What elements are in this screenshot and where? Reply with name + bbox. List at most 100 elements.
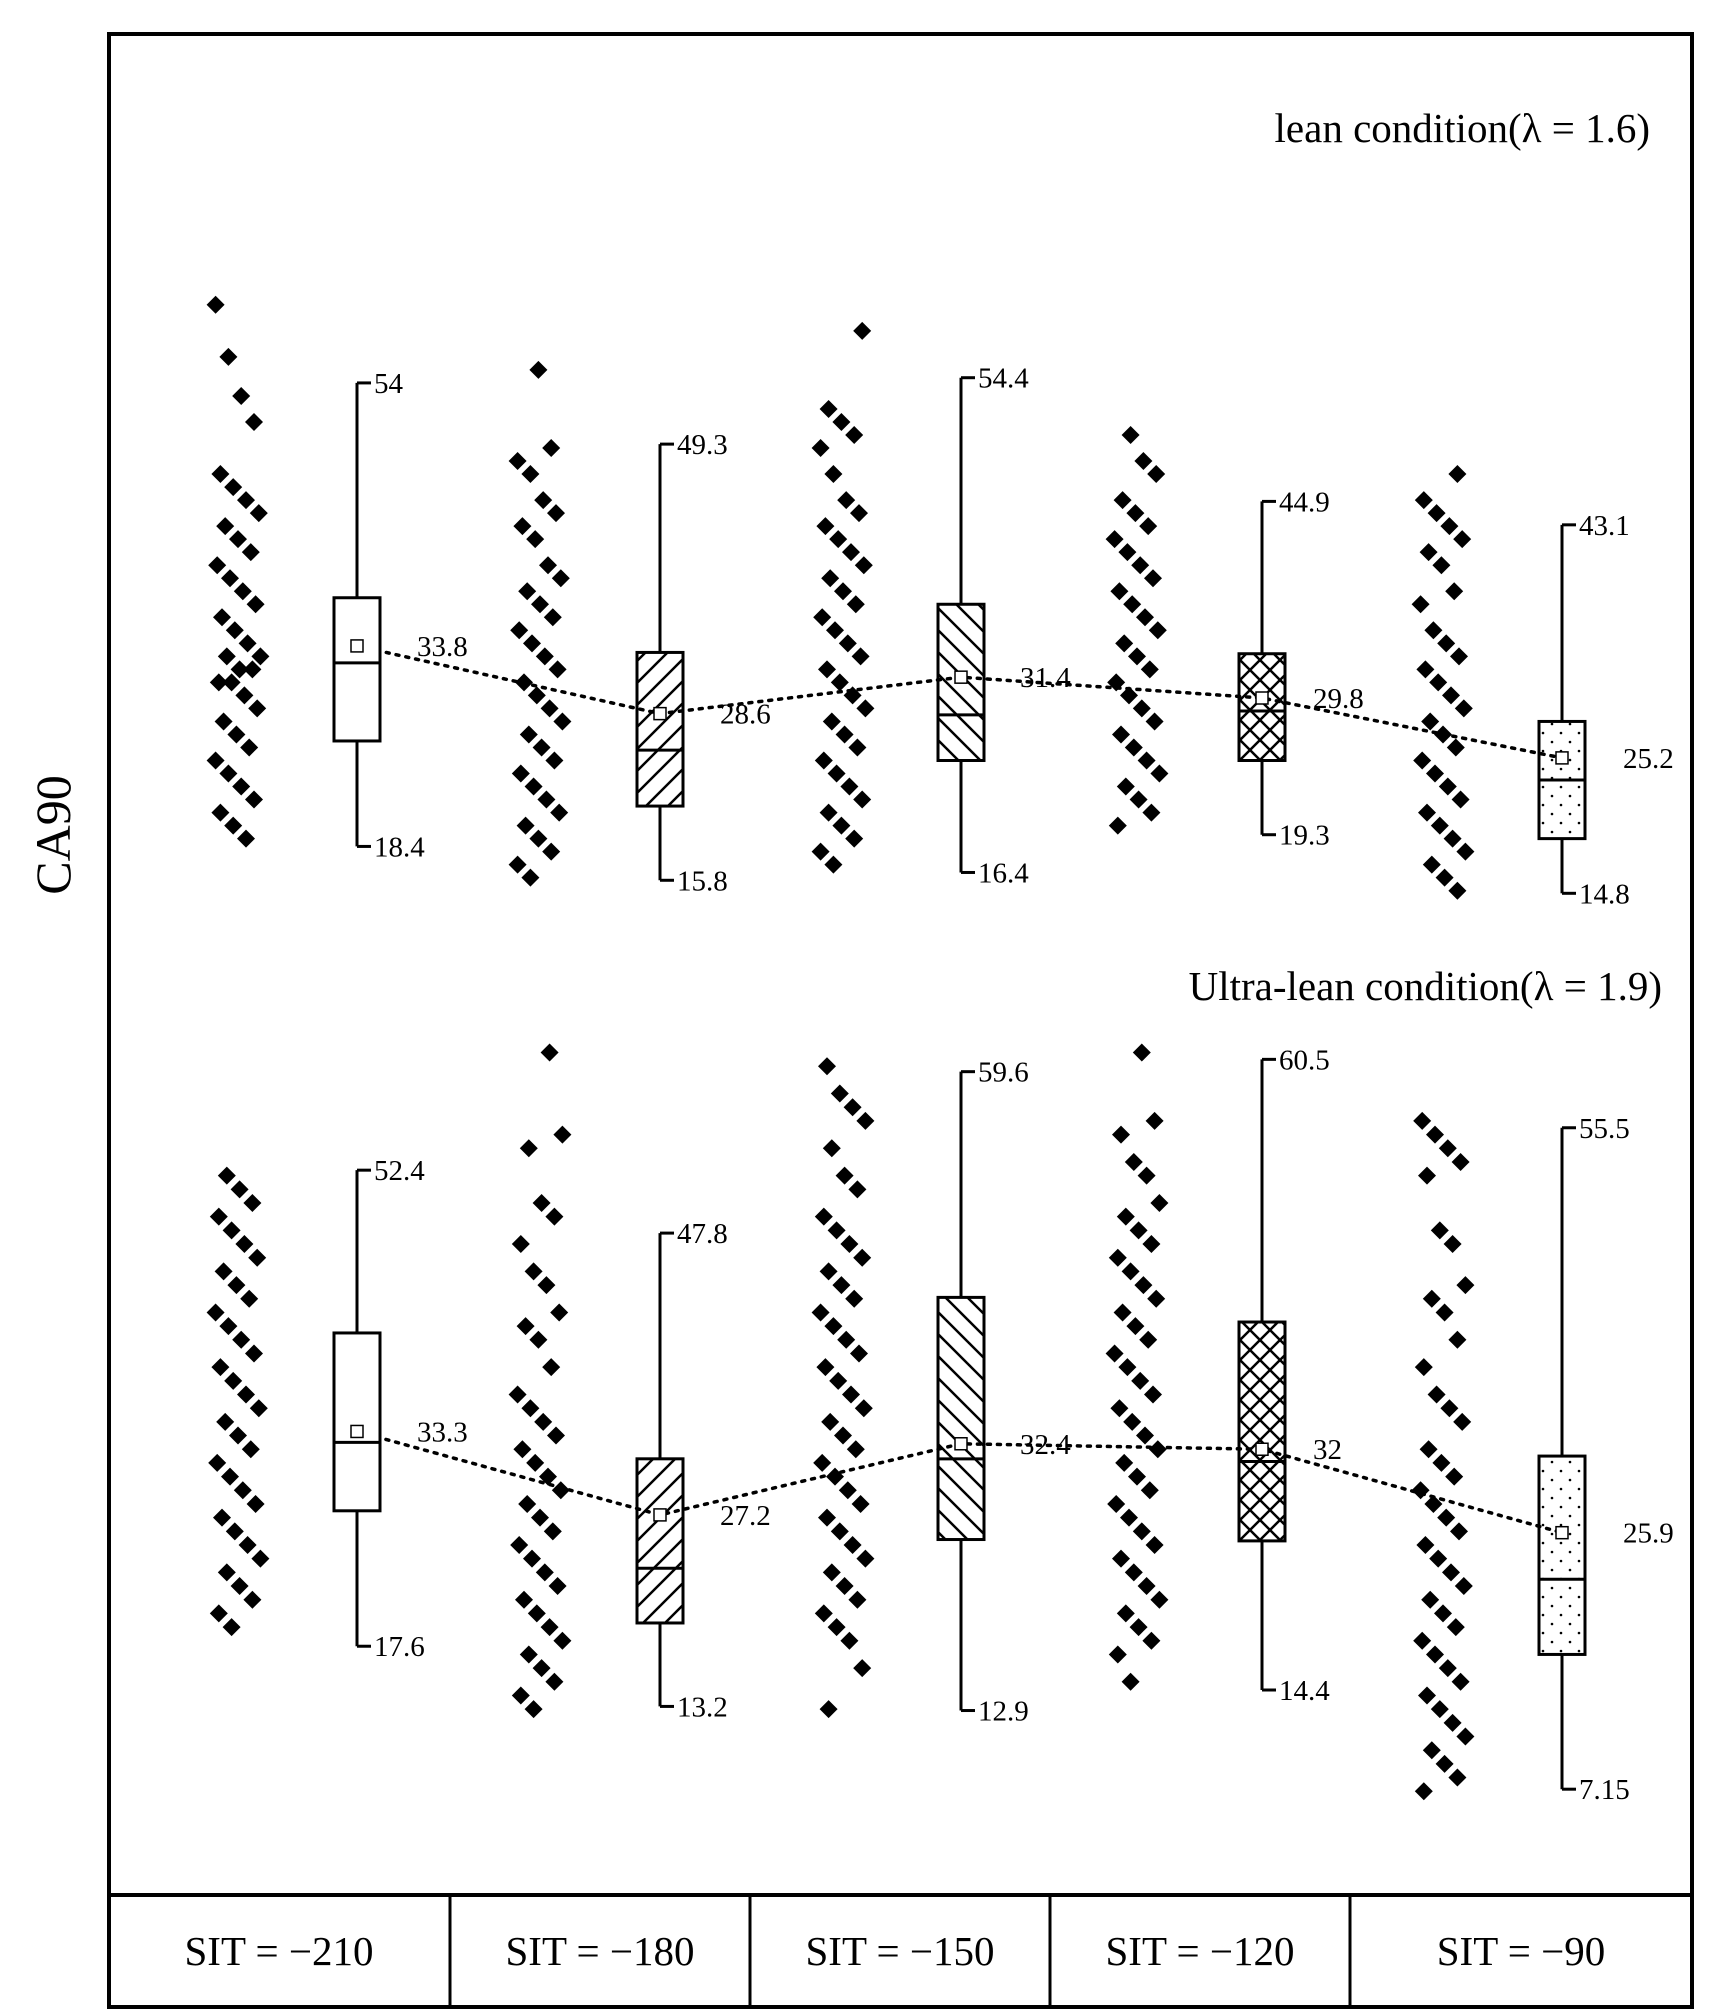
data-point <box>1144 1385 1162 1404</box>
data-point <box>245 790 263 809</box>
data-point <box>224 816 243 835</box>
data-point <box>1448 1330 1467 1349</box>
data-point <box>240 738 259 757</box>
data-point <box>819 1700 838 1719</box>
data-point <box>1432 1453 1451 1472</box>
data-point <box>842 543 860 562</box>
data-point <box>829 530 848 549</box>
data-point <box>1137 1166 1156 1185</box>
data-point <box>241 1440 260 1459</box>
data-point <box>229 530 247 549</box>
data-point <box>249 1399 268 1418</box>
iqr-box <box>1237 652 1287 763</box>
data-point <box>1116 1207 1135 1226</box>
data-point <box>838 634 857 653</box>
data-point <box>819 1262 838 1281</box>
data-point <box>816 1358 835 1377</box>
data-point <box>222 673 241 692</box>
data-point <box>1448 1768 1467 1787</box>
data-point <box>238 634 257 653</box>
data-point <box>1443 1713 1462 1732</box>
data-point <box>842 1385 860 1404</box>
data-point <box>1440 517 1459 536</box>
data-point <box>837 1330 856 1349</box>
data-point <box>814 751 833 770</box>
data-point <box>854 1399 873 1418</box>
data-point <box>1435 868 1454 887</box>
data-point <box>853 1248 872 1267</box>
data-point <box>814 1207 833 1226</box>
data-point <box>214 712 233 731</box>
data-point <box>232 1330 251 1349</box>
data-point <box>209 673 228 692</box>
data-point <box>1134 1276 1153 1295</box>
iqr-box <box>1537 1454 1587 1656</box>
data-point <box>539 1467 557 1486</box>
data-point <box>211 803 230 822</box>
data-point <box>1437 1508 1456 1527</box>
data-point <box>524 1700 543 1719</box>
data-point <box>1128 647 1146 666</box>
data-point <box>537 790 556 809</box>
data-point <box>1435 1303 1454 1322</box>
data-point <box>1134 452 1153 471</box>
data-point <box>1443 1235 1462 1254</box>
data-point <box>209 1604 228 1623</box>
data-point <box>532 738 551 757</box>
data-point <box>221 569 239 588</box>
data-point <box>1451 1152 1470 1171</box>
iqr-box <box>332 596 382 743</box>
data-point <box>1147 465 1166 484</box>
data-point <box>524 777 543 796</box>
data-point <box>219 764 238 783</box>
data-point <box>1438 1139 1457 1158</box>
data-point <box>856 1549 875 1568</box>
data-point <box>1430 816 1449 835</box>
data-point <box>521 1399 540 1418</box>
min-label: 7.15 <box>1579 1774 1630 1806</box>
data-point <box>1421 712 1440 731</box>
data-point <box>1416 660 1435 679</box>
data-point <box>843 1098 862 1117</box>
data-point <box>508 855 527 874</box>
data-point <box>1453 530 1472 549</box>
mean-label: 32 <box>1313 1434 1342 1466</box>
data-point <box>1419 543 1438 562</box>
data-point <box>1426 1645 1444 1664</box>
data-point <box>835 725 854 744</box>
data-point <box>550 803 569 822</box>
data-point <box>840 1235 859 1254</box>
mean-marker <box>1255 691 1269 705</box>
data-point <box>516 1317 535 1336</box>
mean-marker <box>350 639 364 653</box>
data-point <box>1424 1494 1443 1513</box>
data-point <box>251 1549 270 1568</box>
data-point <box>1126 504 1145 523</box>
mean-label: 33.3 <box>417 1416 468 1448</box>
data-point <box>1445 1467 1464 1486</box>
min-label: 15.8 <box>677 865 728 897</box>
mean-marker <box>954 670 968 684</box>
mean-marker <box>350 1424 364 1439</box>
data-point <box>513 1440 532 1459</box>
data-point <box>551 1481 570 1500</box>
data-point <box>826 621 844 640</box>
data-point <box>551 569 570 588</box>
data-point <box>511 1235 530 1254</box>
data-point <box>1112 1549 1130 1568</box>
data-point <box>1454 1577 1473 1596</box>
data-point <box>545 1672 564 1691</box>
data-point <box>811 439 830 458</box>
data-point <box>1445 582 1464 601</box>
data-point <box>547 504 565 523</box>
data-point <box>233 1481 252 1500</box>
iqr-box <box>1237 1320 1287 1543</box>
max-label: 54.4 <box>978 363 1029 395</box>
data-point <box>240 1289 259 1308</box>
data-point <box>1112 725 1130 744</box>
data-point <box>827 1618 846 1637</box>
data-point <box>1145 712 1164 731</box>
data-point <box>1427 1385 1446 1404</box>
data-point <box>816 517 835 536</box>
data-point <box>523 1549 541 1568</box>
